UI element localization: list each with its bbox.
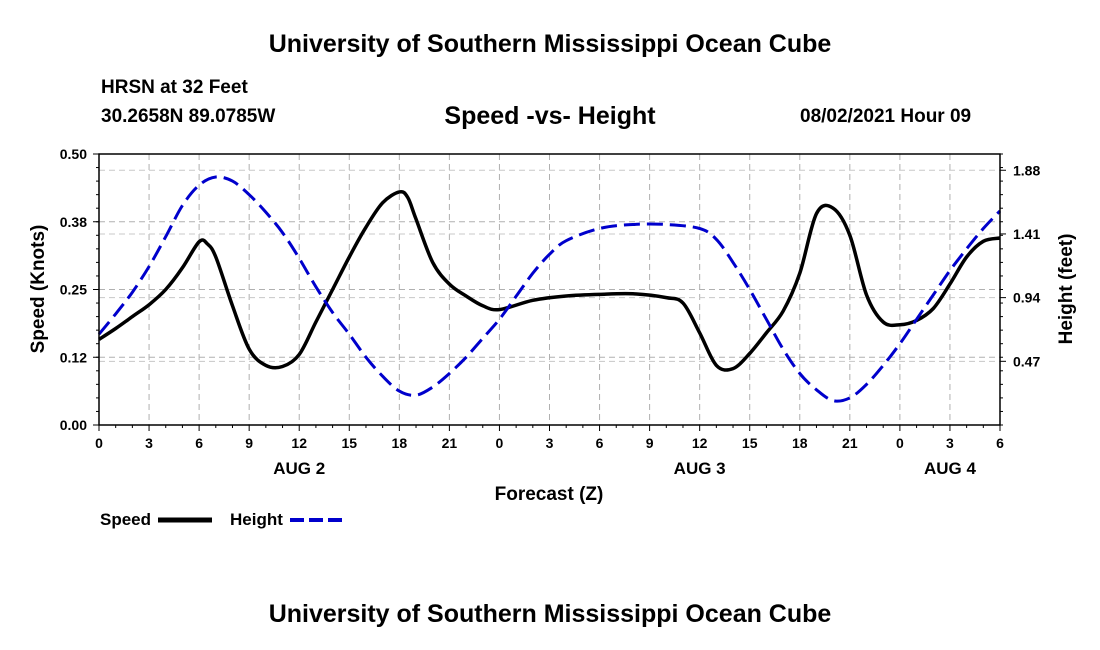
series-layer (97, 175, 1002, 403)
grid-layer (99, 154, 1000, 425)
x-tick-label: 12 (291, 435, 307, 451)
x-axis-title: Forecast (Z) (495, 484, 604, 505)
series-speed-line (98, 189, 1001, 372)
axis-layer: 0 3 6 9 12 15 18 21 0 3 6 9 12 15 18 21 0 3 6 AUG 2 AUG 3 AUG… (60, 146, 1041, 478)
forecast-datetime: 08/02/2021 Hour 09 (800, 106, 972, 127)
y-axis-title: Speed (Knots) (28, 225, 49, 354)
x-tick-label: 15 (742, 435, 758, 451)
x-tick-label: 0 (896, 435, 904, 451)
x-tick-label: 15 (341, 435, 357, 451)
x-tick-label: 21 (442, 435, 458, 451)
x-tick-label: 12 (692, 435, 708, 451)
station-coordinates: 30.2658N 89.0785W (101, 106, 276, 127)
x-tick-label: 18 (792, 435, 808, 451)
x-tick-label: 21 (842, 435, 858, 451)
y2-axis-title: Height (feet) (1056, 234, 1077, 345)
series-height-line (97, 175, 1002, 403)
y-tick-label: 0.50 (60, 146, 87, 162)
y2-tick-label: 0.94 (1013, 290, 1040, 306)
legend-height-label: Height (230, 510, 283, 529)
x-tick-label: 6 (195, 435, 203, 451)
y-tick-label: 0.38 (60, 214, 87, 230)
y-tick-label: 0.12 (60, 349, 87, 365)
legend-speed-label: Speed (100, 510, 151, 529)
x-tick-label: 3 (946, 435, 954, 451)
footer-title: University of Southern Mississippi Ocean… (268, 600, 832, 628)
chart-title: Speed -vs- Height (444, 102, 656, 130)
x-tick-label: 9 (245, 435, 253, 451)
day-label: AUG 4 (924, 459, 977, 478)
x-tick-label: 9 (646, 435, 654, 451)
x-tick-label: 6 (596, 435, 604, 451)
y-tick-label: 0.00 (60, 417, 87, 433)
x-tick-label: 3 (546, 435, 554, 451)
main-title: University of Southern Mississippi Ocean… (268, 30, 832, 58)
y2-tick-label: 1.88 (1013, 162, 1040, 178)
x-tick-label: 0 (496, 435, 504, 451)
day-label: AUG 2 (273, 459, 325, 478)
y-tick-label: 0.25 (60, 282, 87, 298)
y2-tick-label: 0.47 (1013, 353, 1040, 369)
x-tick-label: 3 (145, 435, 153, 451)
legend: Speed Height (100, 510, 342, 529)
x-tick-label: 6 (996, 435, 1004, 451)
day-label: AUG 3 (674, 459, 726, 478)
station-label: HRSN at 32 Feet (101, 77, 248, 98)
y2-tick-label: 1.41 (1013, 226, 1040, 242)
x-tick-label: 18 (392, 435, 408, 451)
x-tick-label: 0 (95, 435, 103, 451)
